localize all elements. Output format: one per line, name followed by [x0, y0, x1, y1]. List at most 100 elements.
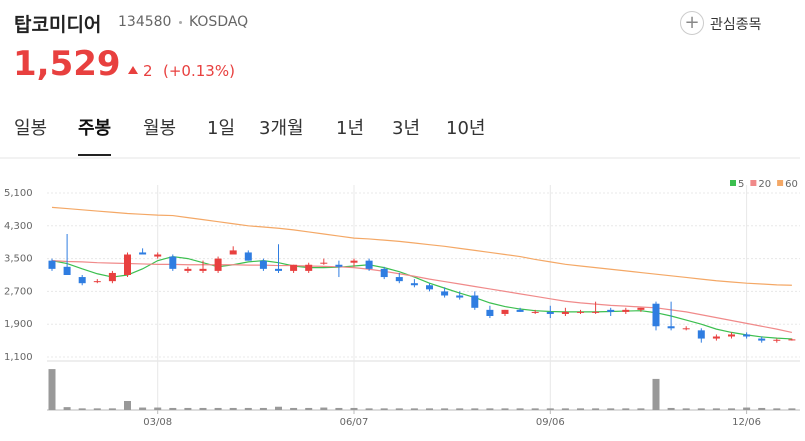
moving-average: [51, 206, 792, 286]
legend-label: 60: [785, 179, 798, 190]
tab[interactable]: 10년: [446, 118, 486, 139]
candle-body: [365, 260, 373, 269]
price: 1,529: [13, 44, 121, 84]
legend-label: 5: [738, 179, 744, 190]
y-tick-label: 5,100: [4, 188, 33, 199]
volume-bar: [728, 408, 735, 410]
volume-bar: [184, 407, 192, 410]
volume-bar: [743, 407, 751, 410]
tab[interactable]: 1년: [336, 118, 365, 139]
volume-bar: [712, 408, 720, 410]
candle-body: [290, 264, 298, 271]
legend-swatch: [750, 180, 757, 186]
x-tick-label: 06/07: [340, 417, 369, 428]
watch-icon[interactable]: +: [680, 11, 704, 35]
tab[interactable]: 주봉: [78, 114, 112, 156]
candle-body: [169, 256, 177, 269]
volume-bar: [652, 378, 660, 410]
candle-body: [501, 309, 509, 314]
moving-average: [51, 255, 792, 340]
volume-bar: [350, 407, 358, 410]
change: 2: [143, 62, 153, 80]
candle-body: [486, 309, 494, 316]
legend-label: 20: [758, 179, 771, 190]
candle-body: [305, 264, 313, 271]
tab[interactable]: 3년: [392, 118, 421, 139]
volume-bar: [788, 408, 796, 410]
volume-bar: [592, 408, 600, 410]
legend-swatch: [730, 180, 736, 186]
candle-body: [380, 268, 388, 278]
volume-bar: [305, 407, 313, 410]
volume-bar: [441, 408, 449, 410]
candle-body: [108, 272, 116, 282]
volume-bar: [48, 369, 56, 410]
volume-bar: [773, 408, 781, 410]
candle-body: [561, 311, 569, 314]
candle-body: [622, 309, 630, 312]
volume-bar: [426, 408, 433, 410]
volume-bar: [320, 407, 328, 410]
y-tick-label: 2,700: [4, 286, 33, 297]
candle-body: [154, 254, 162, 257]
volume-bar: [380, 408, 388, 410]
volume-bar: [697, 408, 705, 410]
candle-body: [531, 311, 539, 313]
candle-body: [441, 291, 449, 296]
candle-body: [546, 311, 554, 314]
volume-bar: [169, 407, 177, 410]
candle-body: [667, 326, 675, 329]
stock-code: 134580: [118, 14, 172, 30]
candle-body: [728, 334, 735, 337]
candle-body: [788, 339, 796, 341]
volume-bar: [365, 408, 373, 410]
volume-bar: [335, 407, 343, 410]
tab[interactable]: 1일: [207, 118, 236, 139]
candle-body: [743, 334, 751, 337]
candle-body: [259, 260, 267, 269]
volume-bar: [290, 407, 298, 410]
candle-body: [577, 311, 584, 313]
candle-body: [320, 262, 328, 264]
candle-body: [93, 281, 101, 283]
watch-button[interactable]: 관심종목: [710, 17, 762, 33]
volume-bar: [637, 408, 645, 410]
candle-body: [184, 268, 192, 271]
volume-bar: [486, 408, 494, 410]
y-tick-label: 1,100: [4, 352, 33, 363]
candle-body: [410, 283, 418, 286]
y-tick-label: 1,900: [4, 319, 33, 330]
candle-body: [350, 260, 358, 263]
tab[interactable]: 월봉: [143, 118, 177, 139]
candle-body: [63, 266, 71, 275]
volume-bar: [214, 407, 222, 410]
change-pct: (+0.13%): [163, 62, 235, 80]
volume-bar: [395, 408, 403, 410]
volume-bar: [78, 408, 86, 410]
tab[interactable]: 3개월: [259, 118, 304, 139]
candle-body: [395, 277, 403, 282]
candle-body: [607, 309, 615, 312]
volume-bar: [244, 407, 252, 410]
volume-bar: [546, 408, 554, 410]
volume-bar: [758, 407, 766, 410]
stock-name: 탑코미디어: [14, 14, 102, 36]
candle-body: [652, 303, 660, 327]
moving-average: [51, 260, 793, 333]
tab[interactable]: 일봉: [14, 118, 48, 139]
volume-bar: [531, 408, 539, 410]
up-arrow: [128, 66, 138, 74]
candle-body: [275, 268, 282, 271]
candle-body: [697, 330, 705, 339]
volume-bar: [93, 408, 101, 410]
candle-body: [471, 295, 479, 308]
volume-bar: [471, 408, 479, 410]
volume-bar: [199, 407, 207, 410]
candle-body: [199, 268, 207, 271]
market: KOSDAQ: [189, 14, 249, 30]
volume-bar: [275, 406, 282, 410]
candle-body: [682, 328, 690, 330]
candle-body: [516, 309, 524, 312]
